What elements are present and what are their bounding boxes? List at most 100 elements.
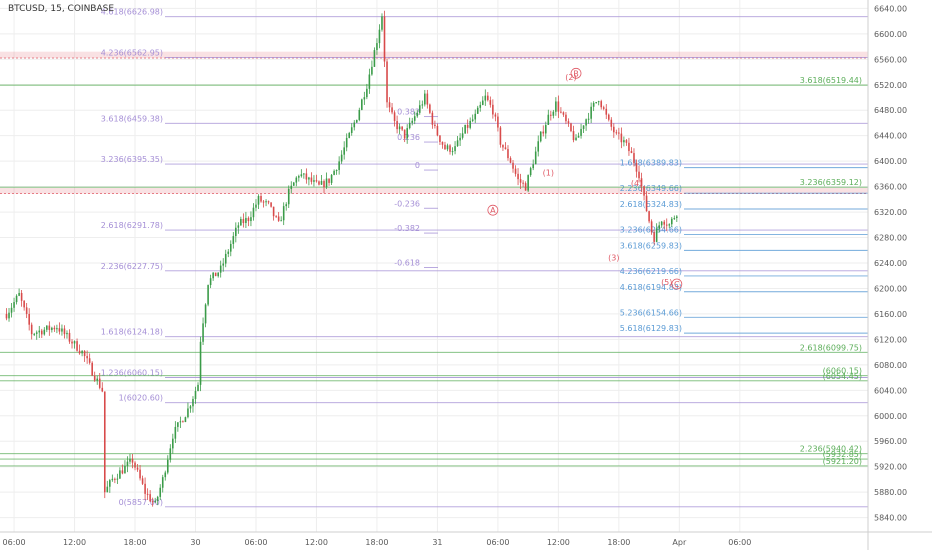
wave-labels: B(2) A (1) (4) (3) (5) C [487, 67, 683, 290]
candle-body [53, 327, 56, 330]
candle-body [547, 114, 550, 125]
candle-body [348, 132, 351, 138]
x-tick-label: 12:00 [547, 538, 570, 547]
candle-body [403, 129, 406, 139]
candle-body [454, 146, 456, 152]
candle-body [575, 137, 577, 141]
candle-body [124, 465, 126, 474]
candle-body [172, 438, 174, 449]
fib-green-label: 2.236(5940.42) [800, 445, 862, 454]
candle-body [602, 107, 605, 109]
candle-body [376, 43, 378, 51]
candle-body [272, 206, 275, 217]
x-tick-label: 18:00 [123, 538, 146, 547]
candle-body [116, 478, 119, 480]
fib-left-label: 4.618(6626.98) [101, 8, 163, 17]
candle-body [300, 174, 303, 177]
candle-body [71, 341, 73, 344]
candle-body [421, 104, 424, 106]
candle-body [597, 101, 600, 103]
candle-body [101, 387, 104, 392]
candle-body [28, 313, 30, 325]
candle-body [607, 114, 610, 120]
candle-body [658, 225, 660, 229]
candle-body [441, 141, 444, 145]
x-tick-label: Apr [672, 538, 687, 547]
candle-body [15, 295, 18, 303]
wave-label: (4) [631, 179, 642, 188]
candle-body [189, 406, 192, 409]
candle-body [645, 195, 648, 212]
candle-body [315, 180, 318, 182]
fib-right-label: 2.618(6324.83) [620, 200, 682, 209]
candle-body [310, 177, 313, 182]
fib-mid-label: 0.236 [397, 133, 420, 142]
fib-right-label: 5.618(6129.83) [620, 324, 682, 333]
fib-right-label: 3.618(6259.83) [620, 241, 682, 250]
x-tick-label: 30 [190, 538, 200, 547]
candle-body [592, 102, 595, 107]
candle-body [446, 145, 449, 150]
candle-body [214, 272, 217, 277]
candle-body [257, 196, 260, 205]
candle-body [5, 313, 8, 319]
candle-body [461, 133, 464, 138]
candle-body [109, 480, 111, 487]
candle-body [418, 105, 421, 113]
candle-body [270, 202, 272, 207]
candle-body [217, 272, 219, 277]
candle-body [30, 324, 33, 335]
candle-body [524, 183, 527, 191]
candle-body [38, 330, 41, 333]
candle-body [408, 122, 411, 129]
y-tick-label: 6520.00 [874, 81, 907, 90]
candle-body [590, 106, 592, 119]
y-tick-label: 6200.00 [874, 284, 907, 293]
candle-body [615, 132, 618, 134]
candle-body [96, 378, 99, 381]
fib-left-label: 1(6020.60) [119, 394, 163, 403]
wave-circle [487, 204, 499, 216]
candle-body [373, 50, 376, 67]
candle-body [449, 145, 451, 152]
candle-body [303, 173, 305, 175]
candle-body [91, 362, 93, 376]
candle-body [126, 461, 129, 466]
candle-body [33, 333, 36, 335]
candle-body [235, 227, 237, 237]
candle-body [363, 97, 366, 100]
x-tick-label: 06:00 [3, 538, 26, 547]
fib-left-label: 3.236(6395.35) [101, 155, 163, 164]
candle-body [308, 177, 310, 180]
candle-body [66, 332, 68, 335]
candle-body [464, 124, 466, 134]
candle-body [18, 292, 20, 296]
candle-body [555, 101, 557, 112]
candle-body [613, 126, 615, 133]
candle-body [255, 204, 257, 208]
fib-left-label: 2.618(6291.78) [101, 221, 163, 230]
x-tick-label: 06:00 [486, 538, 509, 547]
candle-body [587, 118, 590, 120]
candle-body [73, 341, 76, 344]
candle-body [78, 350, 81, 354]
candle-body [43, 329, 46, 335]
candle-body [401, 126, 403, 130]
candles [5, 10, 678, 507]
candle-body [670, 218, 673, 225]
candle-body [340, 154, 343, 162]
candle-body [174, 426, 177, 439]
fib-left-label: 2.236(6227.75) [101, 262, 163, 271]
fib-right-label: 4.618(6194.83) [620, 283, 682, 292]
candle-body [638, 171, 640, 179]
candle-body [537, 141, 540, 152]
candle-body [265, 201, 267, 203]
candle-body [507, 149, 509, 159]
candle-body [514, 168, 517, 174]
y-tick-label: 6480.00 [874, 106, 907, 115]
candle-body [328, 178, 330, 183]
candle-body [618, 132, 620, 134]
candle-body [119, 470, 121, 479]
